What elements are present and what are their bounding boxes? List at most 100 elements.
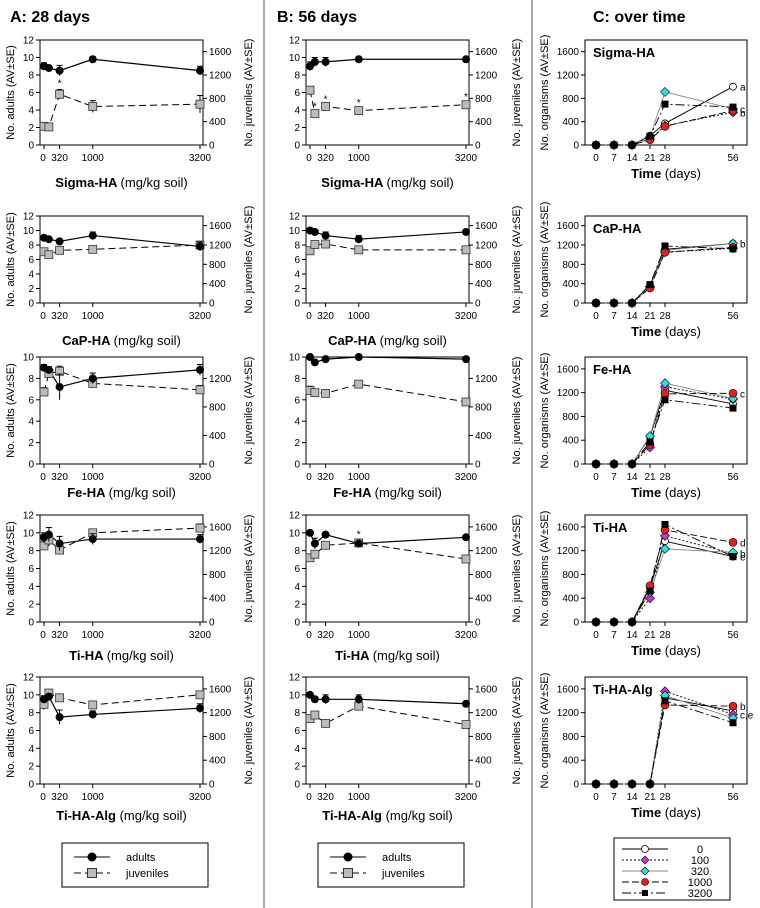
x-tick-label: 14 [626,472,638,483]
adult-point [44,530,53,539]
y2-tick-label: 1600 [475,522,498,533]
series-point-3200 [610,299,618,307]
panel-title: Sigma-HA [593,45,656,60]
series-point-3200 [661,396,669,404]
x-tick-label: 1000 [82,472,105,483]
adults-axis-label: No. adults (AV±SE) [5,683,17,777]
x-tick-label: 3200 [455,472,478,483]
y2-tick-label: 1200 [475,374,498,385]
y-tick-label: 2 [28,123,34,134]
y-tick-label: 6 [28,564,34,575]
x-tick-label: 0 [40,153,46,164]
juveniles-axis-label: No. juveniles (AV±SE) [243,677,255,785]
y-tick-label: 8 [28,71,34,82]
y-tick-label: 400 [562,756,579,767]
y-tick-label: 6 [294,255,300,266]
y-tick-label: 2 [294,600,300,611]
x-tick-label: 320 [51,630,68,641]
y2-tick-label: 1600 [209,522,232,533]
legend-label: 100 [691,855,709,867]
adult-point [88,231,97,240]
x-tick-label: 28 [659,792,671,803]
x-tick-label: 0 [40,630,46,641]
plot-frame [305,676,470,785]
adult-point [354,695,363,704]
y-tick-label: 0 [573,618,579,629]
x-tick-label: 1000 [348,792,371,803]
series-point-3200 [661,521,669,529]
series-point-3200 [628,618,636,626]
juvenile-point [55,245,64,255]
y2-tick-label: 1200 [209,546,232,557]
x-tick-label: 3200 [455,630,478,641]
series-point-3200 [592,141,600,149]
x-axis-label: CaP-HA (mg/kg soil) [328,333,447,348]
y2-tick-label: 800 [209,732,226,743]
y2-tick-label: 400 [475,279,492,290]
y2-tick-label: 400 [209,594,226,605]
juvenile-point [461,397,471,407]
juveniles-line [309,243,466,252]
series-line-100 [596,535,734,623]
series-line-3200 [596,700,734,785]
y2-tick-label: 0 [475,780,481,791]
x-tick-label: 1000 [348,153,371,164]
juvenile-point [44,122,54,132]
series-point-0 [729,82,737,91]
y-tick-label: 400 [562,594,579,605]
series-point-3200 [592,780,600,788]
juvenile-point [55,89,64,99]
series-point-3200 [729,553,737,561]
juveniles-line [43,244,201,256]
y-tick-label: 0 [573,141,579,152]
juveniles-axis-label: No. juveniles (AV±SE) [243,357,255,465]
x-tick-label: 0 [593,630,599,641]
y-tick-label: 2 [294,762,300,773]
series-point-320 [728,393,738,404]
organisms-axis-label: No. organisms (AV±SE) [539,353,551,469]
legend-a: adults juveniles [61,842,209,888]
juveniles-axis-label: No. juveniles (AV±SE) [243,39,255,147]
y-tick-label: 2 [28,438,34,449]
legend-marker [343,852,353,862]
panel-title: CaP-HA [593,221,642,236]
juvenile-point [195,99,205,109]
juvenile-point [39,541,49,551]
y2-tick-label: 1600 [209,684,232,695]
plot-frame [39,676,204,785]
y-tick-label: 12 [289,36,301,47]
significance-marker: * [58,79,62,90]
series-point-1000 [728,388,738,398]
legend-marker [640,866,650,876]
adult-point [462,55,470,64]
y2-tick-label: 1200 [475,241,498,252]
x-tick-label: 3200 [455,792,478,803]
y-tick-label: 0 [28,618,34,629]
series-point-3200 [592,299,600,307]
x-tick-label: 56 [727,311,739,322]
juvenile-point [461,720,471,729]
y-tick-label: 4 [28,106,34,117]
legend-marker [87,852,97,862]
juvenile-point [305,246,315,256]
x-axis-label: Ti-HA (mg/kg soil) [335,648,440,663]
x-tick-label: 14 [626,153,638,164]
x-tick-label: 320 [317,311,334,322]
series-line-320 [596,548,734,623]
y2-tick-label: 400 [209,431,226,442]
adult-point [88,374,97,383]
plot-frame [305,39,470,146]
adult-point [44,692,53,701]
x-tick-label: 7 [611,792,617,803]
x-tick-label: 56 [727,472,739,483]
adult-point [321,231,330,240]
y2-tick-label: 1600 [475,47,498,58]
y-tick-label: 10 [289,353,301,364]
adults-line [309,356,467,364]
x-tick-label: 0 [306,792,312,803]
y2-tick-label: 400 [475,756,492,767]
adult-point [354,353,363,361]
legend-label: 1000 [688,877,712,889]
y-tick-label: 12 [23,36,35,47]
